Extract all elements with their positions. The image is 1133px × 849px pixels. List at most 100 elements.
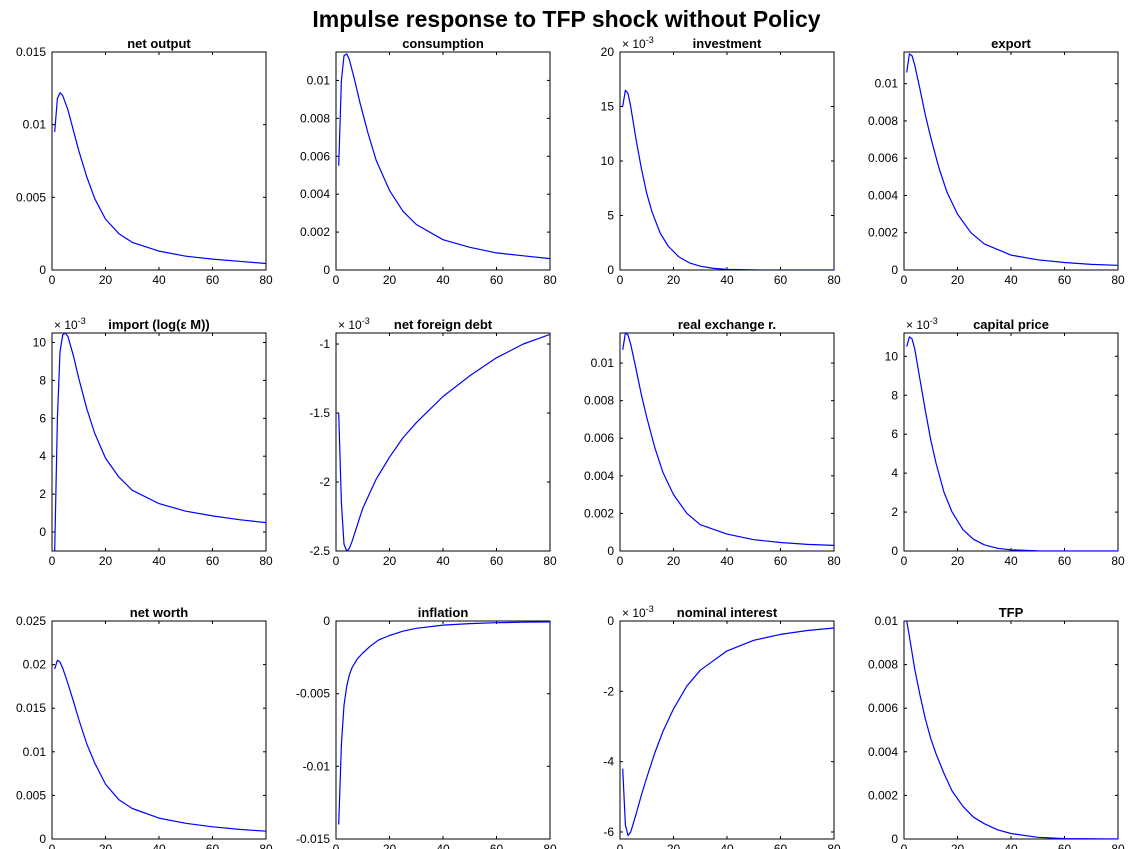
- y-tick-label: 0: [607, 263, 614, 277]
- x-tick-label: 40: [152, 273, 166, 287]
- y-tick-label: 0.005: [16, 190, 46, 204]
- x-tick-label: 0: [617, 273, 624, 287]
- x-tick-label: 80: [259, 842, 273, 849]
- x-tick-label: 80: [1111, 273, 1125, 287]
- y-tick-label: 6: [39, 411, 46, 425]
- subplot-4: import (log(ε M)) × 10-3 0 20 40 60 80 0 2 4 6 8 10: [33, 316, 273, 568]
- x-tick-label: 40: [436, 842, 450, 849]
- x-tick-label: 0: [901, 554, 908, 568]
- series-line: [54, 92, 266, 265]
- x-tick-label: 0: [901, 842, 908, 849]
- y-tick-label: -2: [603, 684, 614, 698]
- subplot-6: real exchange r. 0 20 40 60 80 0 0.002 0.004 0.00…: [584, 317, 841, 568]
- y-tick-label: 0: [323, 263, 330, 277]
- series-line: [622, 333, 834, 546]
- axes-box: [619, 332, 835, 552]
- y-tick-label: 2: [39, 487, 46, 501]
- y-tick-label: 0.002: [868, 226, 898, 240]
- x-tick-label: 60: [206, 273, 220, 287]
- x-tick-label: 80: [543, 554, 557, 568]
- y-tick-label: 0: [39, 263, 46, 277]
- y-tick-label: 0: [607, 544, 614, 558]
- x-tick-label: 60: [206, 554, 220, 568]
- x-tick-label: 0: [49, 842, 56, 849]
- exponent-label: × 10-3: [54, 316, 86, 332]
- x-tick-label: 60: [490, 842, 504, 849]
- subplot-3: export 0 20 40 60 80 0 0.002 0.004 0.006 0.008 0.01: [868, 36, 1125, 287]
- y-tick-label: 0: [39, 525, 46, 539]
- x-tick-label: 60: [1058, 273, 1072, 287]
- subplot-7: capital price × 10-3 0 20 40 60 80 0 2 4 6 8 10: [885, 316, 1125, 568]
- y-tick-label: 0.01: [591, 356, 615, 370]
- series-line: [906, 336, 1118, 551]
- y-tick-label: -2.5: [309, 544, 330, 558]
- y-tick-label: 4: [39, 449, 46, 463]
- subplot-title: TFP: [999, 605, 1024, 620]
- series-line: [338, 53, 550, 260]
- subplot-title: consumption: [402, 36, 484, 51]
- x-tick-label: 20: [383, 273, 397, 287]
- x-tick-label: 60: [774, 554, 788, 568]
- y-tick-label: 0: [891, 832, 898, 846]
- subplot-8: net worth 0 20 40 60 80 0 0.005 0.01 0.015 0.02 0.0…: [16, 605, 273, 849]
- y-tick-label: 0: [607, 614, 614, 628]
- x-tick-label: 0: [617, 554, 624, 568]
- x-tick-label: 40: [1004, 842, 1018, 849]
- x-tick-label: 80: [543, 842, 557, 849]
- y-tick-label: 0.01: [23, 118, 47, 132]
- x-tick-label: 80: [543, 273, 557, 287]
- axes-box: [335, 332, 551, 552]
- x-tick-label: 60: [774, 273, 788, 287]
- y-tick-label: -0.015: [296, 832, 330, 846]
- x-tick-label: 40: [720, 842, 734, 849]
- x-tick-label: 20: [99, 273, 113, 287]
- subplot-title: net output: [127, 36, 191, 51]
- y-tick-label: 0.008: [868, 114, 898, 128]
- y-tick-label: -4: [603, 755, 614, 769]
- subplot-title: capital price: [973, 317, 1049, 332]
- series-line: [54, 659, 266, 832]
- x-tick-label: 20: [667, 842, 681, 849]
- subplot-1: consumption 0 20 40 60 80 0 0.002 0.004 0.006 0.00…: [300, 36, 557, 287]
- y-tick-label: -2: [319, 475, 330, 489]
- x-tick-label: 80: [827, 554, 841, 568]
- axes-box: [903, 332, 1119, 552]
- y-tick-label: 0.002: [584, 506, 614, 520]
- y-tick-label: 0.01: [23, 745, 47, 759]
- subplot-title: investment: [693, 36, 762, 51]
- x-tick-label: 40: [152, 554, 166, 568]
- y-tick-label: 0.015: [16, 701, 46, 715]
- x-tick-label: 20: [99, 554, 113, 568]
- y-tick-label: 10: [601, 154, 615, 168]
- x-tick-label: 40: [152, 842, 166, 849]
- x-tick-label: 0: [617, 842, 624, 849]
- x-tick-label: 40: [720, 273, 734, 287]
- x-tick-label: 80: [1111, 554, 1125, 568]
- y-tick-label: 0.006: [868, 701, 898, 715]
- y-tick-label: 0.01: [875, 614, 899, 628]
- x-tick-label: 0: [901, 273, 908, 287]
- y-tick-label: -6: [603, 825, 614, 839]
- y-tick-label: 5: [607, 209, 614, 223]
- x-tick-label: 80: [259, 554, 273, 568]
- y-tick-label: 0.005: [16, 788, 46, 802]
- x-tick-label: 20: [951, 842, 965, 849]
- y-tick-label: 2: [891, 505, 898, 519]
- y-tick-label: 0.015: [16, 45, 46, 59]
- y-tick-label: 0.002: [300, 225, 330, 239]
- y-tick-label: -1.5: [309, 406, 330, 420]
- y-tick-label: 0.004: [868, 188, 898, 202]
- x-tick-label: 40: [436, 554, 450, 568]
- series-line: [338, 333, 550, 551]
- x-tick-label: 60: [1058, 554, 1072, 568]
- y-tick-label: 8: [891, 388, 898, 402]
- y-tick-label: 0.025: [16, 614, 46, 628]
- x-tick-label: 20: [667, 554, 681, 568]
- subplot-title: net foreign debt: [394, 317, 493, 332]
- exponent-label: × 10-3: [622, 35, 654, 51]
- exponent-label: × 10-3: [906, 316, 938, 332]
- subplot-5: net foreign debt × 10-3 0 20 40 60 80 -2.5 -2 -1.…: [309, 316, 557, 568]
- x-tick-label: 40: [1004, 273, 1018, 287]
- y-tick-label: 0.002: [868, 788, 898, 802]
- x-tick-label: 60: [206, 842, 220, 849]
